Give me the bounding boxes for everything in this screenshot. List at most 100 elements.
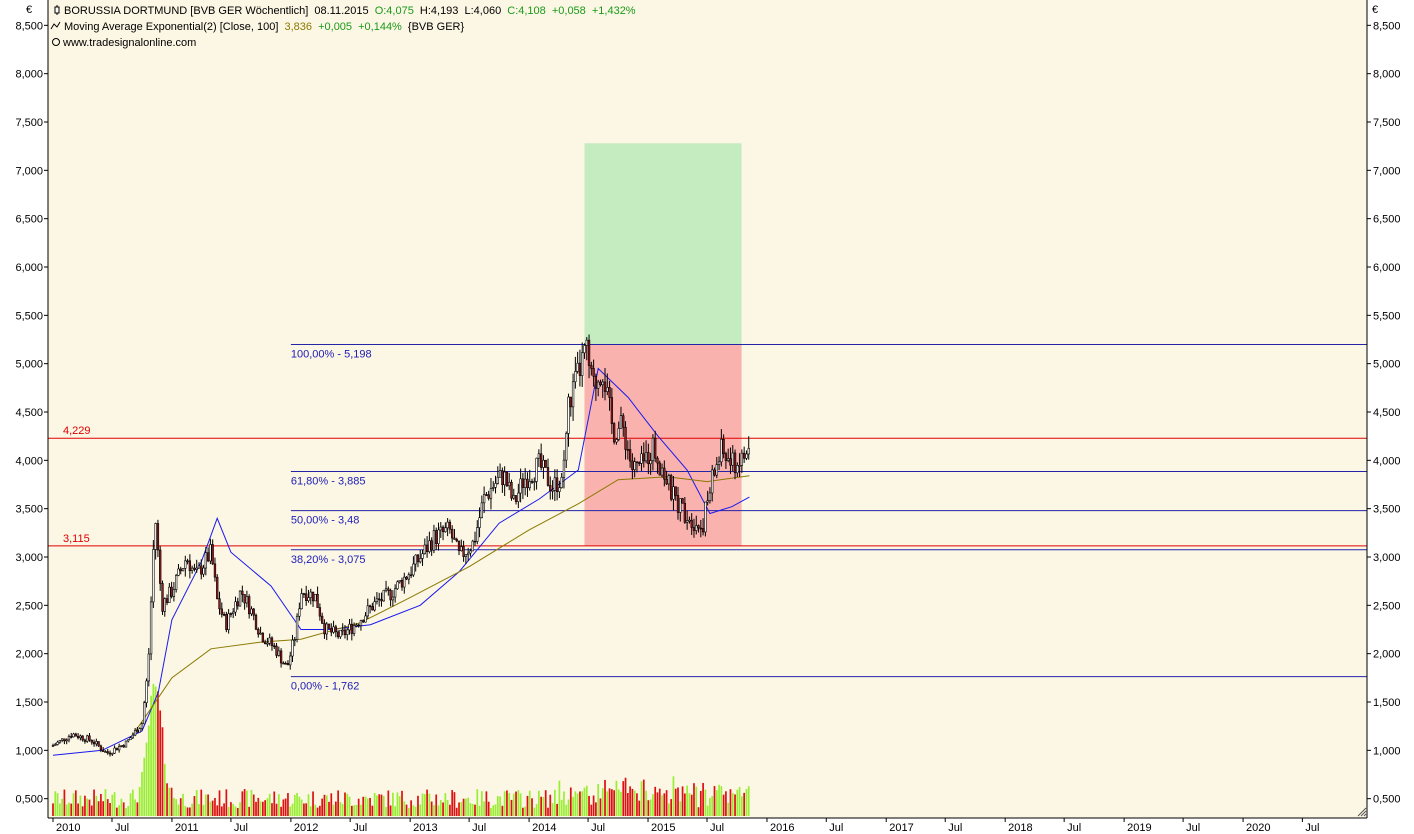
candle-body (70, 736, 73, 738)
volume-bar (524, 806, 527, 816)
fib-level-label: 61,80% - 3,885 (291, 475, 366, 487)
volume-bar (526, 795, 529, 816)
candle-body (211, 544, 214, 565)
volume-bar (508, 793, 511, 816)
volume-bar (745, 789, 748, 816)
volume-bar (574, 791, 577, 816)
candle-body (733, 452, 737, 474)
volume-bar (606, 791, 609, 816)
candle-body (165, 598, 169, 603)
volume-bar (369, 797, 371, 816)
volume-bar (309, 806, 312, 816)
svg-text:BORUSSIA DORTMUND [BVB GER Wö: BORUSSIA DORTMUND [BVB GER Wöchentlich] … (64, 5, 636, 17)
volume-bar (52, 803, 54, 816)
volume-bar (741, 796, 743, 816)
volume-bar (471, 803, 474, 816)
candle-body (202, 567, 205, 575)
legend-instrument-date: 08.11.2015 (314, 5, 368, 17)
volume-bar (131, 789, 134, 816)
candle-body (177, 568, 180, 576)
left-currency-label: € (26, 4, 32, 16)
x-tick-label: 2011 (175, 822, 199, 834)
volume-bar (604, 779, 606, 816)
y-tick-label-right: 1,500 (1373, 697, 1401, 709)
x-tick-label: Jul (710, 822, 724, 834)
candle-body (321, 615, 324, 624)
legend-website[interactable]: www.tradesignalonline.com (62, 37, 196, 49)
volume-bar (143, 757, 146, 816)
candle-body (453, 537, 456, 540)
volume-bar (182, 793, 184, 816)
y-tick-label-right: 2,000 (1373, 649, 1401, 661)
volume-bar (177, 804, 180, 816)
candle-body (339, 629, 342, 638)
volume-bar (145, 742, 148, 816)
volume-bar (289, 806, 292, 816)
candle-body (519, 478, 522, 494)
x-tick-label: 2016 (770, 822, 794, 834)
candle-body (430, 540, 433, 551)
x-tick-label: Jul (353, 822, 367, 834)
trade-boxes (584, 143, 742, 546)
y-tick-label-right: 3,500 (1373, 504, 1401, 516)
candle-body (542, 459, 545, 468)
volume-bar (325, 795, 328, 816)
volume-bar (163, 763, 166, 816)
volume-bar (186, 807, 189, 816)
candle-body (697, 525, 700, 529)
volume-bar (731, 793, 734, 816)
volume-bar (579, 791, 581, 816)
volume-bar (239, 802, 241, 816)
candle-body (92, 741, 96, 745)
volume-bar (68, 802, 70, 816)
x-tick-label: 2019 (1127, 822, 1151, 834)
candle-body (307, 597, 310, 602)
volume-bar (266, 798, 269, 816)
x-tick-label: Jul (472, 822, 486, 834)
candle-body (102, 749, 105, 752)
resize-grip-icon[interactable] (1357, 807, 1367, 817)
candle-body (743, 452, 746, 459)
volume-bar (407, 807, 410, 816)
volume-bar (152, 683, 155, 816)
legend-ohlc-close: C:4,108 (507, 5, 546, 17)
volume-bar (154, 686, 157, 816)
candle-body (261, 632, 265, 643)
volume-bar (398, 796, 401, 816)
x-tick-label: Jul (1186, 822, 1200, 834)
volume-bar (465, 798, 467, 816)
candle-body (738, 465, 741, 467)
x-tick-label: Jul (1305, 822, 1319, 834)
candle-body (371, 606, 374, 611)
volume-bar (323, 794, 326, 816)
volume-bar (255, 801, 257, 816)
volume-bar (581, 791, 584, 816)
x-tick-label: 2020 (1246, 822, 1270, 834)
volume-bar (376, 795, 378, 816)
volume-bar (626, 793, 629, 816)
candle-body (375, 598, 379, 602)
candle-body (514, 495, 518, 502)
volume-bar (159, 710, 162, 816)
candle-body (571, 381, 575, 408)
candle-body (188, 560, 192, 571)
y-tick-label-left: 4,500 (15, 407, 43, 419)
candle-body (681, 498, 684, 504)
volume-bar (540, 796, 543, 816)
y-tick-label-left: 6,500 (15, 214, 43, 226)
candle-body (628, 449, 632, 462)
y-tick-label-left: 3,500 (15, 504, 43, 516)
candle-body (574, 371, 577, 383)
volume-bar (599, 798, 602, 816)
volume-bar (122, 802, 125, 816)
horizontal-lines[interactable]: 4,229 3,115 (48, 425, 1367, 547)
candle-body (526, 478, 529, 489)
volume-bar (510, 799, 513, 816)
candle-body (423, 544, 426, 555)
candle-body (403, 576, 406, 588)
candle-body (368, 605, 372, 608)
volume-bar (597, 784, 600, 816)
candle-body (127, 739, 130, 742)
volume-bar (695, 786, 698, 816)
